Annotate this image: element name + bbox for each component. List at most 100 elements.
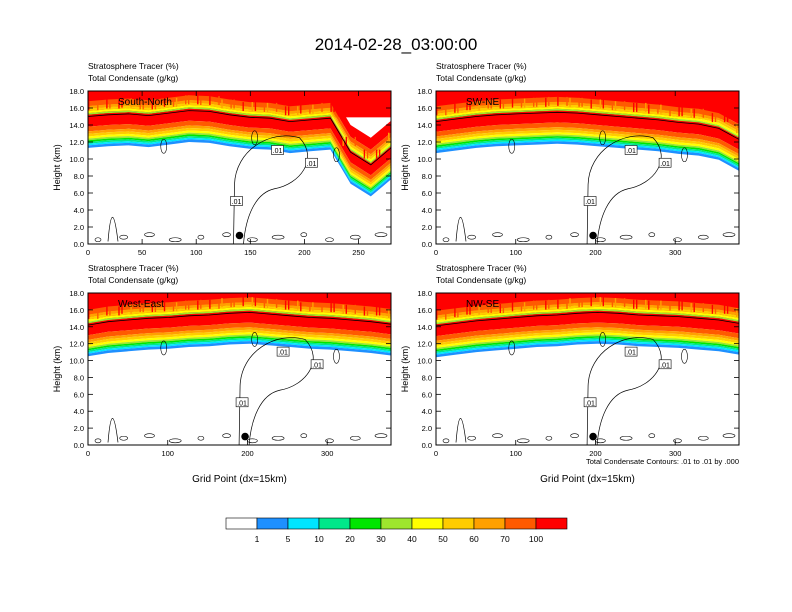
condensate-contour-sfc (516, 237, 530, 243)
condensate-contour-top (88, 311, 391, 326)
tracer-streak (645, 299, 647, 309)
tracer-streak (366, 149, 369, 159)
contour-label: .01 (312, 362, 322, 369)
condensate-contour-sfc (144, 232, 155, 237)
tracer-streak (209, 299, 211, 309)
tracer-streak (312, 302, 314, 312)
condensate-contour-cell (599, 130, 606, 146)
colorbar-swatch (504, 517, 537, 530)
tracer-streak (263, 298, 266, 308)
condensate-contour-sfc (467, 435, 477, 441)
condensate-contour-cell (160, 138, 168, 154)
y-tick-label: 8.0 (422, 172, 432, 181)
y-tick-label: 10.0 (417, 155, 432, 164)
x-tick-label: 250 (352, 248, 365, 257)
x-tick-label: 100 (509, 449, 522, 458)
tracer-band-10 (88, 91, 391, 150)
tracer-streak (321, 303, 323, 313)
tracer-streak (354, 304, 356, 314)
tracer-streak (711, 113, 714, 123)
condensate-contour-sfc (467, 234, 477, 240)
y-tick-label: 0.0 (422, 240, 432, 249)
y-tick-label: 6.0 (74, 189, 84, 198)
condensate-contour-top (88, 110, 391, 166)
tracer-streak (230, 99, 232, 109)
x-axis-label: Grid Point (dx=15km) (192, 474, 287, 485)
panel-subtitle-2: Total Condensate (g/kg) (436, 73, 526, 83)
tracer-streak (345, 136, 347, 146)
tracer-streak (502, 304, 505, 313)
tracer-band-5 (436, 309, 739, 325)
tracer-streak (375, 149, 378, 159)
panel-3: .01 .01 .01 West-East 0.0 2.0 4.0 6.0 8.0 10.0 12.… (52, 263, 392, 485)
colorbar-label: 20 (345, 534, 355, 544)
tracer-streak (681, 301, 683, 311)
contour-label: .01 (660, 161, 670, 168)
tracer-streak (723, 304, 726, 314)
tracer-streak (611, 101, 614, 111)
tracer-streak (645, 102, 647, 112)
y-tick-label: 16.0 (417, 306, 432, 315)
tracer-streak (581, 298, 583, 308)
condensate-contour-sfc (545, 435, 553, 441)
contour-label-box (305, 157, 318, 168)
tracer-streak (88, 101, 90, 111)
x-axis-label: Grid Point (dx=15km) (540, 474, 635, 485)
tracer-band-9 (436, 96, 739, 129)
tracer-streak (333, 102, 335, 112)
tracer-streak (454, 103, 456, 113)
colorbar-label: 50 (438, 534, 448, 544)
tracer-band-9 (436, 297, 739, 316)
y-tick-label: 4.0 (74, 206, 84, 215)
tracer-streak (490, 99, 492, 109)
x-tick-label: 300 (669, 248, 682, 257)
tracer-streak (151, 303, 153, 313)
y-tick-label: 12.0 (69, 340, 84, 349)
contour-label: .01 (585, 199, 595, 206)
tracer-streak (209, 96, 211, 106)
tracer-streak (97, 101, 99, 111)
tracer-streak (454, 308, 456, 318)
tracer-streak (457, 308, 459, 318)
tracer-streak (218, 96, 220, 106)
tracer-streak (578, 298, 580, 308)
tracer-streak (520, 98, 523, 108)
tracer-streak (288, 106, 290, 116)
contour-label-box (624, 346, 638, 357)
x-tick-label: 0 (434, 248, 438, 257)
condensate-contour-sfc (325, 438, 334, 444)
condensate-contour-sfc (697, 435, 709, 441)
tracer-level-2 (88, 339, 391, 354)
tracer-streak (499, 304, 501, 313)
y-tick-label: 0.0 (422, 441, 432, 450)
x-tick-label: 0 (434, 449, 438, 458)
tracer-streak (378, 306, 381, 316)
condensate-contour-sfc (722, 433, 736, 439)
tracer-level-9 (88, 322, 391, 340)
panel-subtitle-1: Stratosphere Tracer (%) (436, 263, 527, 273)
tracer-streak (478, 101, 480, 111)
tracer-streak (106, 306, 108, 316)
y-tick-label: 6.0 (74, 390, 84, 399)
tracer-streak (345, 304, 347, 314)
tracer-streak (723, 113, 726, 123)
tracer-streak (354, 136, 356, 146)
tracer-streak (636, 299, 638, 309)
colorbar-label: 70 (500, 534, 510, 544)
x-tick-label: 0 (86, 248, 90, 257)
tracer-streak (602, 99, 604, 109)
tracer-level-7 (436, 329, 739, 346)
tracer-band-7 (436, 304, 739, 321)
tracer-streak (548, 299, 550, 309)
y-tick-label: 0.0 (74, 441, 84, 450)
tracer-streak (545, 300, 547, 310)
tracer-streak (266, 298, 269, 308)
tracer-streak (578, 97, 580, 107)
tracer-streak (366, 306, 369, 316)
tracer-streak (97, 309, 99, 319)
tracer-level-9 (436, 322, 739, 341)
tracer-streak (736, 124, 738, 134)
tracer-streak (660, 300, 662, 310)
y-tick-label: 14.0 (417, 121, 432, 130)
tracer-band-10 (436, 293, 739, 311)
